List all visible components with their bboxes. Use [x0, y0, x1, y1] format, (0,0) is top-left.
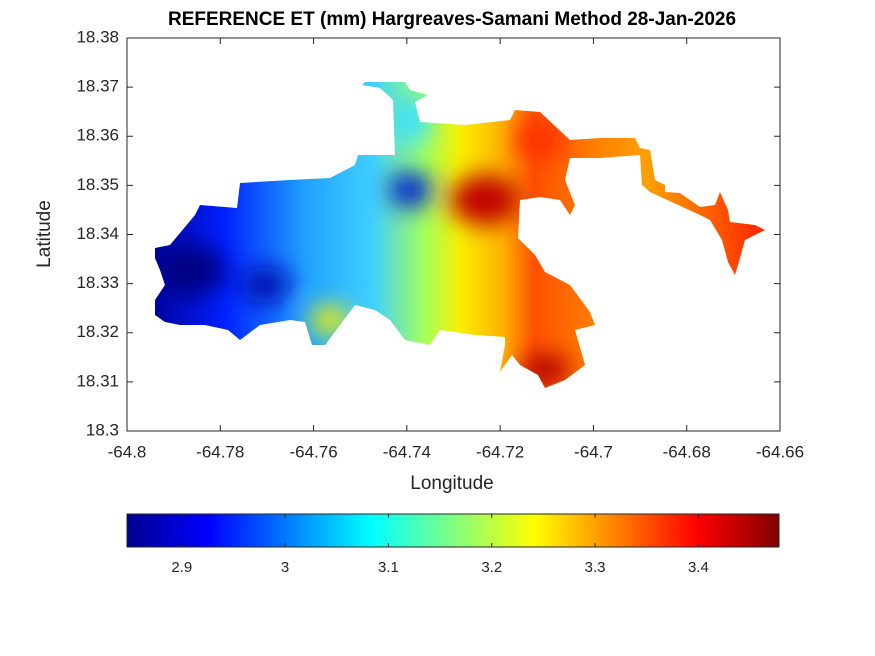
colorbar-tick-label: 3	[281, 559, 289, 576]
y-tick-label: 18.33	[76, 273, 119, 292]
x-tick-label: -64.66	[756, 442, 804, 461]
y-tick-label: 18.31	[76, 371, 119, 390]
x-tick-label: -64.72	[476, 442, 524, 461]
y-tick-label: 18.37	[76, 77, 119, 96]
colorbar-tick-label: 3.3	[585, 559, 606, 576]
x-tick-label: -64.8	[108, 442, 147, 461]
colorbar-tick-label: 2.9	[171, 559, 192, 576]
x-tick-label: -64.74	[383, 442, 431, 461]
y-tick-label: 18.3	[86, 420, 119, 439]
chart-title: REFERENCE ET (mm) Hargreaves-Samani Meth…	[168, 9, 736, 30]
x-tick-label: -64.78	[196, 442, 244, 461]
x-tick-label: -64.7	[574, 442, 613, 461]
y-tick-label: 18.34	[76, 224, 119, 243]
y-tick-label: 18.38	[76, 27, 119, 46]
colorbar-tick-label: 3.2	[481, 559, 502, 576]
x-tick-label: -64.68	[663, 442, 711, 461]
x-tick-label: -64.76	[289, 442, 337, 461]
y-tick-label: 18.32	[76, 322, 119, 341]
y-axis-label: Latitude	[34, 200, 55, 268]
colorbar	[126, 513, 780, 548]
colorbar-tick-label: 3.4	[688, 559, 709, 576]
colorbar-tick-label: 3.1	[378, 559, 399, 576]
y-tick-label: 18.36	[76, 126, 119, 145]
x-axis-label: Longitude	[410, 473, 493, 494]
y-tick-label: 18.35	[76, 175, 119, 194]
